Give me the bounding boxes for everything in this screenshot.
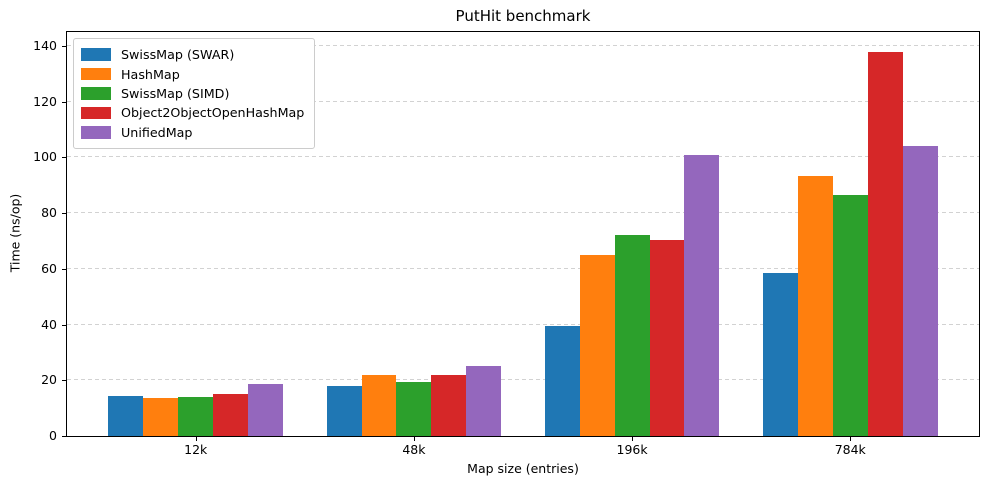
y-tick-label-140: 140 [33, 37, 57, 53]
bar-48k-series-2 [396, 381, 432, 436]
gridline-80 [67, 212, 979, 214]
bar-48k-series-3 [431, 374, 467, 436]
legend-row-2: SwissMap (SIMD) [81, 84, 304, 103]
bar-12k-series-0 [108, 395, 144, 436]
bar-48k-series-1 [361, 374, 397, 436]
y-tick-mark-0 [62, 436, 66, 437]
x-tick-label-48k: 48k [402, 442, 426, 457]
y-tick-label-120: 120 [33, 93, 57, 109]
legend-swatch-icon [81, 126, 111, 139]
x-tick-label-784k: 784k [834, 442, 866, 457]
gridline-140 [67, 44, 979, 46]
bar-196k-series-3 [649, 239, 685, 436]
bar-784k-series-2 [832, 195, 868, 436]
legend-label: Object2ObjectOpenHashMap [121, 105, 305, 121]
legend-label: UnifiedMap [121, 124, 193, 140]
gridline-100 [67, 156, 979, 158]
x-tick-mark-12k [195, 437, 197, 441]
x-tick-mark-48k [413, 437, 415, 441]
y-tick-mark-60 [62, 268, 66, 270]
plot-area: SwissMap (SWAR) HashMap SwissMap (SIMD) Obj… [66, 31, 980, 437]
bar-48k-series-4 [466, 366, 502, 436]
bar-12k-series-4 [248, 384, 283, 436]
chart-title: PutHit benchmark [455, 7, 591, 25]
legend-label: HashMap [121, 66, 180, 82]
legend-swatch-icon [81, 48, 111, 61]
legend-swatch-icon [81, 87, 111, 100]
bar-12k-series-3 [213, 394, 249, 436]
gridline-40 [67, 323, 979, 325]
y-tick-mark-20 [62, 380, 66, 382]
legend-swatch-icon [81, 106, 111, 120]
bar-48k-series-0 [326, 385, 362, 436]
x-tick-mark-784k [850, 437, 852, 441]
y-tick-mark-40 [62, 324, 66, 326]
legend-row-1: HashMap [81, 64, 304, 83]
bar-12k-series-1 [143, 398, 179, 436]
x-tick-label-12k: 12k [184, 442, 208, 457]
x-tick-label-196k: 196k [616, 442, 648, 457]
gridline-120 [67, 100, 979, 102]
legend-row-4: UnifiedMap [81, 123, 304, 142]
y-tick-mark-80 [62, 213, 66, 215]
gridline-20 [67, 379, 979, 381]
y-axis-label: Time (ns/op) [7, 193, 23, 273]
bar-784k-series-3 [867, 51, 903, 436]
y-tick-mark-100 [62, 157, 66, 159]
legend-swatch-icon [81, 67, 111, 81]
legend-row-0: SwissMap (SWAR) [81, 45, 304, 64]
bars-layer [67, 32, 979, 436]
y-tick-label-100: 100 [33, 149, 57, 165]
y-tick-label-60: 60 [41, 260, 57, 276]
x-axis-label: Map size (entries) [467, 461, 579, 476]
legend-label: SwissMap (SWAR) [121, 47, 235, 63]
y-tick-label-20: 20 [41, 372, 57, 388]
y-tick-mark-140 [62, 45, 66, 47]
bar-196k-series-4 [684, 154, 720, 436]
bar-196k-series-2 [614, 235, 650, 436]
y-tick-mark-120 [62, 101, 66, 103]
y-tick-label-0: 0 [49, 428, 57, 443]
bar-196k-series-1 [579, 254, 615, 436]
bar-196k-series-0 [544, 325, 580, 436]
bar-784k-series-1 [797, 175, 833, 436]
legend: SwissMap (SWAR) HashMap SwissMap (SIMD) Obj… [73, 38, 316, 149]
bar-784k-series-0 [763, 273, 798, 436]
y-tick-label-80: 80 [41, 205, 57, 221]
x-tick-mark-196k [632, 437, 634, 441]
legend-row-3: Object2ObjectOpenHashMap [81, 103, 304, 122]
gridlines [67, 32, 979, 436]
legend-label: SwissMap (SIMD) [121, 85, 230, 101]
bar-12k-series-2 [178, 397, 214, 436]
gridline-60 [67, 267, 979, 269]
bar-784k-series-4 [902, 146, 938, 436]
y-tick-label-40: 40 [41, 316, 57, 332]
